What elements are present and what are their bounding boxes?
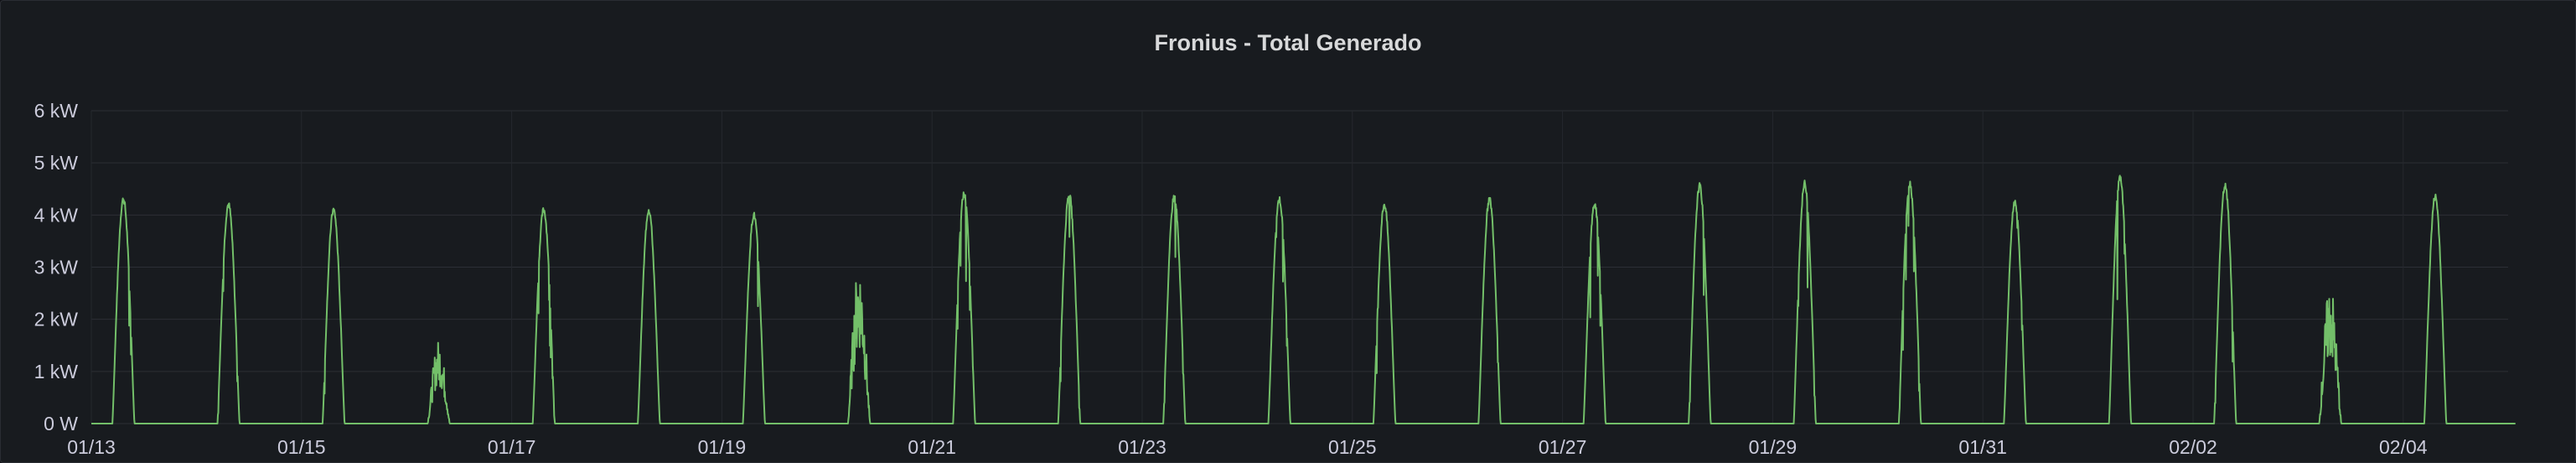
x-tick-label: 01/27 (1539, 436, 1587, 458)
x-tick-label: 01/15 (277, 436, 326, 458)
y-tick-label: 2 kW (34, 309, 79, 330)
x-tick-label: 02/04 (2379, 436, 2428, 458)
x-tick-label: 01/17 (488, 436, 536, 458)
y-tick-label: 0 W (44, 413, 78, 434)
x-tick-label: 01/19 (698, 436, 747, 458)
y-tick-label: 1 kW (34, 361, 79, 382)
x-tick-label: 01/25 (1328, 436, 1377, 458)
y-tick-label: 3 kW (34, 257, 79, 278)
series-group (91, 174, 2517, 424)
y-tick-label: 5 kW (34, 152, 79, 174)
x-tick-label: 01/13 (67, 436, 116, 458)
y-axis-labels: 0 W 1 kW 2 kW 3 kW 4 kW 5 kW 6 kW (34, 100, 79, 434)
series-line (91, 174, 2517, 424)
x-axis-labels: 01/13 01/15 01/17 01/19 01/21 01/23 01/25 01/27… (67, 436, 2428, 458)
chart-title[interactable]: Fronius - Total Generado (1154, 30, 1422, 55)
x-tick-label: 02/02 (2169, 436, 2217, 458)
x-tick-label: 01/29 (1749, 436, 1798, 458)
x-tick-label: 01/23 (1118, 436, 1166, 458)
y-tick-label: 6 kW (34, 100, 79, 122)
x-tick-label: 01/21 (908, 436, 956, 458)
x-tick-label: 01/31 (1958, 436, 2007, 458)
y-tick-label: 4 kW (34, 204, 79, 226)
grid-lines (91, 110, 2508, 424)
